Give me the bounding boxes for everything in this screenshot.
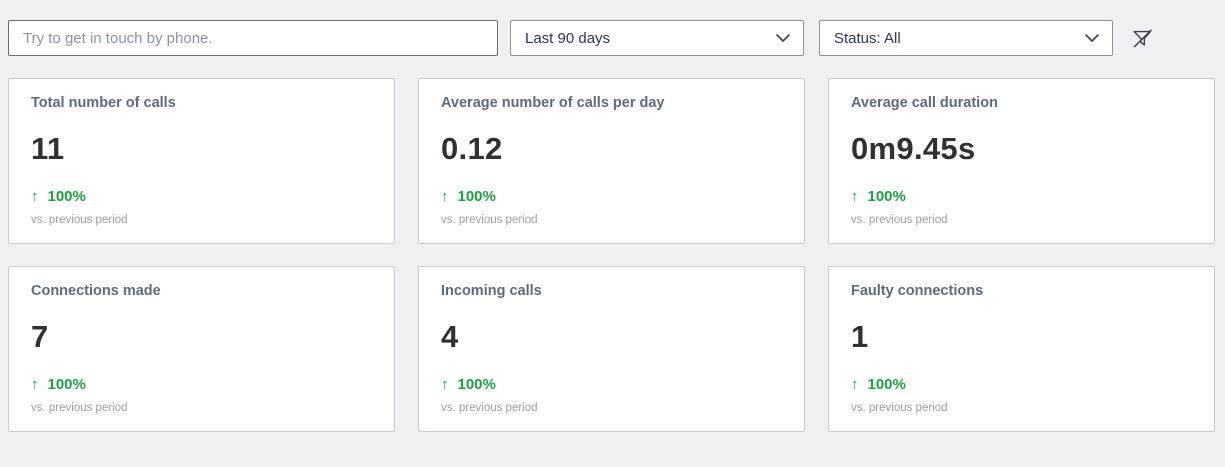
stat-card-title: Faulty connections xyxy=(851,283,984,299)
stat-card-value: 11 xyxy=(31,131,65,166)
trend-percent: 100% xyxy=(867,376,906,393)
status-select[interactable]: Status: All xyxy=(819,20,1113,56)
stat-card-faulty-connections: Faulty connections 1 ↑ 100% vs. previous… xyxy=(828,266,1215,432)
trend-percent: 100% xyxy=(457,188,496,205)
date-range-value: Last 90 days xyxy=(525,29,611,47)
stat-card-trend: ↑ 100% xyxy=(441,376,782,393)
stat-card-value: 1 xyxy=(851,319,869,354)
stat-card-incoming-calls: Incoming calls 4 ↑ 100% vs. previous per… xyxy=(418,266,805,432)
stat-card-trend: ↑ 100% xyxy=(851,376,1192,393)
trend-percent: 100% xyxy=(47,188,86,205)
chevron-down-icon xyxy=(1085,34,1099,42)
stat-card-comparison: vs. previous period xyxy=(31,402,128,414)
trend-up-arrow-icon: ↑ xyxy=(31,376,39,393)
stat-card-title: Incoming calls xyxy=(441,283,542,299)
trend-percent: 100% xyxy=(867,188,906,205)
stat-card-comparison: vs. previous period xyxy=(851,214,948,226)
stat-card-trend: ↑ 100% xyxy=(31,376,372,393)
clear-filters-button[interactable] xyxy=(1128,24,1157,53)
stat-card-comparison: vs. previous period xyxy=(441,214,538,226)
stat-card-value: 4 xyxy=(441,319,459,354)
trend-percent: 100% xyxy=(457,376,496,393)
filters-bar: Last 90 days Status: All xyxy=(8,20,1215,56)
stat-card-title: Average number of calls per day xyxy=(441,95,665,111)
stat-card-value: 7 xyxy=(31,319,49,354)
stat-card-comparison: vs. previous period xyxy=(851,402,948,414)
stat-card-title: Average call duration xyxy=(851,95,998,111)
status-value: Status: All xyxy=(834,29,901,47)
stat-card-value: 0.12 xyxy=(441,131,503,166)
trend-percent: 100% xyxy=(47,376,86,393)
stat-card-total-calls: Total number of calls 11 ↑ 100% vs. prev… xyxy=(8,78,395,244)
stat-card-trend: ↑ 100% xyxy=(851,188,1192,205)
stat-card-value: 0m9.45s xyxy=(851,131,976,166)
stat-card-trend: ↑ 100% xyxy=(441,188,782,205)
trend-up-arrow-icon: ↑ xyxy=(851,376,859,393)
calls-analytics-dashboard: Last 90 days Status: All Total number of… xyxy=(0,20,1225,432)
chevron-down-icon xyxy=(776,34,790,42)
trend-up-arrow-icon: ↑ xyxy=(441,188,449,205)
stat-card-connections-made: Connections made 7 ↑ 100% vs. previous p… xyxy=(8,266,395,432)
trend-up-arrow-icon: ↑ xyxy=(851,188,859,205)
stat-card-comparison: vs. previous period xyxy=(31,214,128,226)
stats-grid: Total number of calls 11 ↑ 100% vs. prev… xyxy=(8,78,1225,432)
filter-off-icon xyxy=(1133,29,1152,47)
stat-card-title: Total number of calls xyxy=(31,95,176,111)
trend-up-arrow-icon: ↑ xyxy=(31,188,39,205)
trend-up-arrow-icon: ↑ xyxy=(441,376,449,393)
stat-card-title: Connections made xyxy=(31,283,161,299)
stat-card-avg-call-duration: Average call duration 0m9.45s ↑ 100% vs.… xyxy=(828,78,1215,244)
stat-card-comparison: vs. previous period xyxy=(441,402,538,414)
stat-card-trend: ↑ 100% xyxy=(31,188,372,205)
search-input[interactable] xyxy=(8,20,498,56)
date-range-select[interactable]: Last 90 days xyxy=(510,20,804,56)
stat-card-avg-calls-per-day: Average number of calls per day 0.12 ↑ 1… xyxy=(418,78,805,244)
